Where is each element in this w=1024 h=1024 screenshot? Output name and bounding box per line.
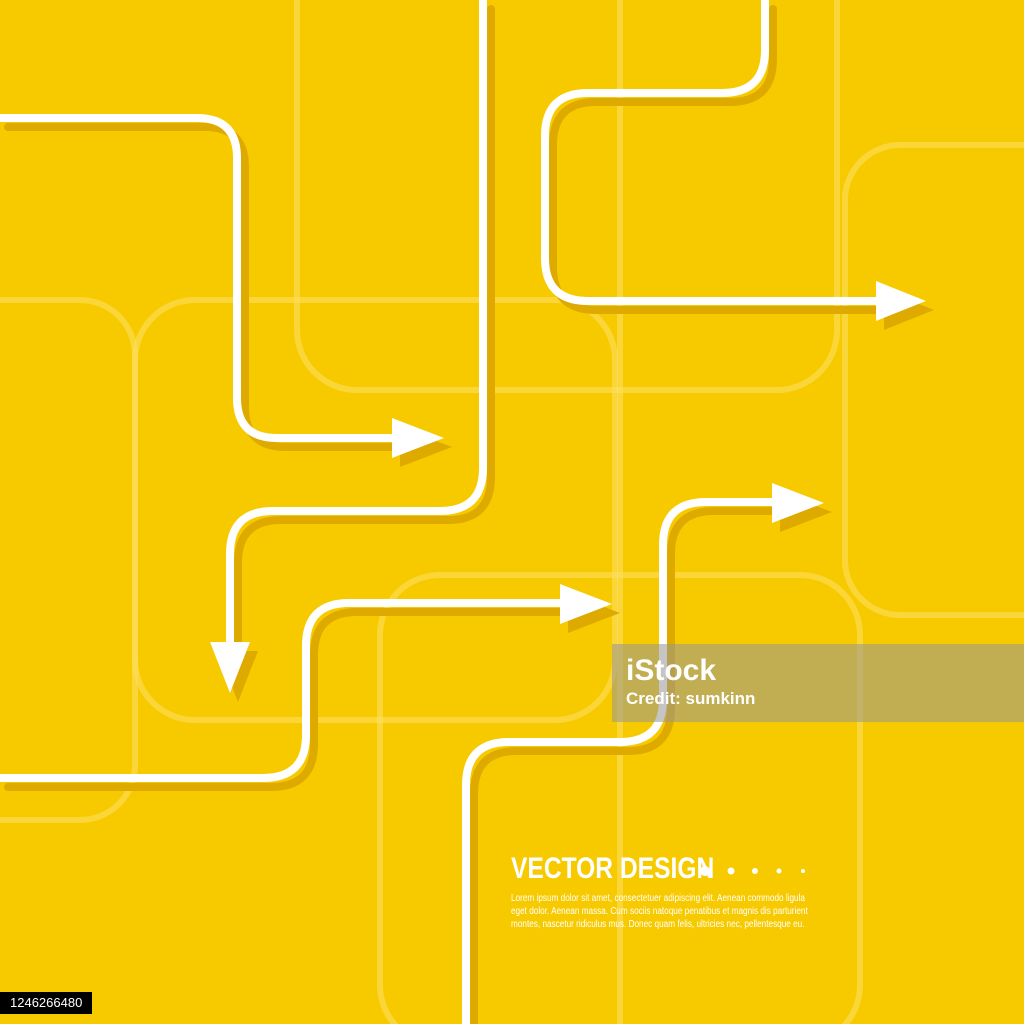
dot-icon [727,867,735,875]
title-dots [700,866,805,876]
arrow-heads [210,281,926,693]
arrow-head-right-icon [876,281,926,321]
watermark-credit: Credit: sumkinn [626,689,756,708]
arrow-lines [0,0,884,1024]
arrow-shadows [4,5,934,1024]
watermark-banner: iStock Credit: sumkinn [612,644,1024,722]
dot-icon [776,868,782,874]
arrow-line-upper-left [0,114,404,442]
arrow-line-lower-left [0,599,569,782]
dot-icon [700,866,710,876]
arrow-head-right-icon [772,483,824,523]
dot-icon [752,868,758,874]
image-id-label: 1246266480 [0,992,93,1014]
frame-top-center [294,0,840,393]
watermark-logo: iStock [626,654,717,687]
body-line: Lorem ipsum dolor sit amet, consectetuer… [511,893,805,904]
dot-icon [801,869,805,873]
arrow-line-center-down [226,0,487,649]
arrow-head-right-icon [392,418,444,458]
body-line: eget dolor. Aenean massa. Cum sociis nat… [511,906,808,917]
frame-center [132,297,618,723]
design-body-text: Lorem ipsum dolor sit amet, consectetuer… [511,892,811,931]
arrow-line-lower-right [462,498,784,1024]
arrow-head-down-icon [210,642,250,693]
design-title: VECTOR DESIGN [511,852,715,885]
arrow-head-right-icon [560,584,612,624]
arrow-line-upper-right [541,0,884,305]
frame-right [842,142,1024,618]
frame-left [0,297,138,823]
body-line: montes, nascetur ridiculus mus. Donec qu… [511,919,805,930]
